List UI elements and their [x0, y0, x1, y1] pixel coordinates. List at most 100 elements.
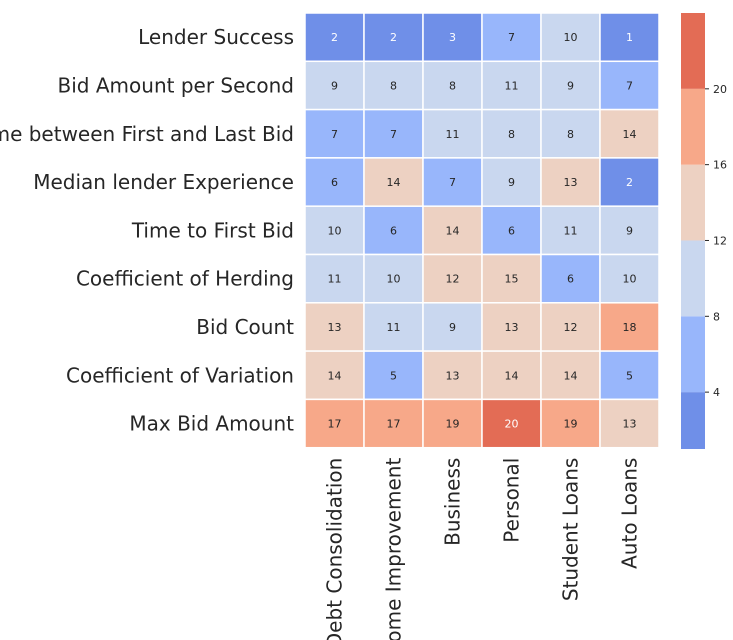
heatmap-cell	[363, 12, 424, 63]
cell-value-label: 6	[567, 273, 574, 286]
cell-value-label: 9	[331, 79, 338, 92]
cell-value-label: 10	[564, 31, 578, 44]
colorbar-tick-label: 20	[713, 83, 727, 96]
cell-value-label: 11	[564, 224, 578, 237]
cell-value-label: 12	[564, 321, 578, 334]
cell-value-label: 13	[328, 321, 342, 334]
heatmap-cell	[599, 12, 660, 63]
cell-value-label: 20	[505, 418, 519, 431]
cell-value-label: 2	[331, 31, 338, 44]
cell-value-label: 14	[505, 369, 519, 382]
cell-value-label: 10	[328, 224, 342, 237]
heatmap-cell	[599, 60, 660, 111]
heatmap-cell-labels: 2 2 3 7 10 19 8 8 11 9 77 7 11 8 8 146 14 7 9 13 210 6 14 6 11 91…	[328, 31, 637, 430]
row-label: Time between First and Last Bid	[0, 122, 294, 146]
heatmap-cell	[481, 60, 542, 111]
row-label: Time to First Bid	[131, 218, 294, 242]
heatmap-cell	[481, 108, 542, 159]
heatmap-cell	[540, 350, 601, 401]
row-label: Lender Success	[138, 25, 294, 49]
heatmap-cell	[422, 350, 483, 401]
cell-value-label: 9	[508, 176, 515, 189]
heatmap-cell	[481, 350, 542, 401]
column-label: Auto Loans	[618, 458, 642, 569]
row-label: Median lender Experience	[33, 170, 294, 194]
heatmap-cell	[599, 350, 660, 401]
cell-value-label: 2	[390, 31, 397, 44]
cell-value-label: 13	[564, 176, 578, 189]
column-label: Home Improvement	[382, 458, 406, 640]
cell-value-label: 14	[564, 369, 578, 382]
colorbar-tick-label: 12	[713, 234, 727, 247]
cell-value-label: 8	[508, 128, 515, 141]
cell-value-label: 6	[508, 224, 515, 237]
cell-value-label: 10	[623, 273, 637, 286]
colorbar-segment	[681, 13, 705, 89]
heatmap-cell	[422, 157, 483, 207]
colorbar: 4 8 12 16 20	[681, 13, 727, 449]
cell-value-label: 14	[446, 224, 460, 237]
cell-value-label: 11	[446, 128, 460, 141]
cell-value-label: 14	[328, 369, 342, 382]
colorbar-tick-label: 4	[713, 386, 720, 399]
cell-value-label: 6	[390, 224, 397, 237]
cell-value-label: 5	[390, 369, 397, 382]
row-label: Bid Count	[196, 315, 294, 339]
heatmap-cell	[304, 302, 365, 352]
heatmap-cell	[363, 60, 424, 111]
row-label: Bid Amount per Second	[58, 73, 294, 97]
heatmap-cell	[540, 205, 601, 256]
row-labels: Lender Success Bid Amount per Second Time …	[0, 25, 294, 435]
heatmap-cell	[422, 205, 483, 256]
heatmap-cell	[304, 12, 365, 63]
cell-value-label: 9	[567, 79, 574, 92]
cell-value-label: 6	[331, 176, 338, 189]
cell-value-label: 8	[567, 128, 574, 141]
cell-value-label: 13	[623, 418, 637, 431]
heatmap-cell	[481, 205, 542, 256]
heatmap-cell	[540, 157, 601, 207]
column-label: Student Loans	[559, 458, 583, 601]
heatmap-cell	[540, 108, 601, 159]
cell-value-label: 12	[446, 273, 460, 286]
cell-value-label: 14	[623, 128, 637, 141]
heatmap-cell	[304, 157, 365, 207]
cell-value-label: 7	[626, 79, 633, 92]
heatmap-cells	[304, 12, 660, 449]
colorbar-segment	[681, 240, 705, 317]
heatmap-cell	[363, 398, 424, 449]
heatmap-cell	[422, 398, 483, 449]
heatmap-cell	[599, 205, 660, 256]
cell-value-label: 17	[387, 418, 401, 431]
column-label: Business	[441, 458, 465, 546]
cell-value-label: 7	[508, 31, 515, 44]
row-label: Coefficient of Variation	[66, 363, 294, 387]
cell-value-label: 11	[328, 273, 342, 286]
column-labels: Debt Consolidation Home Improvement Busine…	[323, 458, 642, 640]
cell-value-label: 8	[449, 79, 456, 92]
heatmap-cell	[599, 157, 660, 207]
cell-value-label: 7	[449, 176, 456, 189]
cell-value-label: 13	[505, 321, 519, 334]
colorbar-segment	[681, 392, 705, 449]
heatmap-cell	[363, 157, 424, 207]
heatmap-cell	[599, 253, 660, 304]
row-label: Max Bid Amount	[129, 412, 294, 436]
colorbar-segment	[681, 88, 705, 165]
cell-value-label: 11	[505, 79, 519, 92]
colorbar-segment	[681, 164, 705, 241]
cell-value-label: 2	[626, 176, 633, 189]
cell-value-label: 10	[387, 273, 401, 286]
cell-value-label: 18	[623, 321, 637, 334]
heatmap-cell	[599, 108, 660, 159]
cell-value-label: 3	[449, 31, 456, 44]
column-label: Debt Consolidation	[323, 458, 347, 640]
heatmap-cell	[363, 108, 424, 159]
cell-value-label: 11	[387, 321, 401, 334]
column-label: Personal	[500, 458, 524, 543]
colorbar-segment	[681, 316, 705, 393]
cell-value-label: 7	[331, 128, 338, 141]
cell-value-label: 17	[328, 418, 342, 431]
cell-value-label: 19	[564, 418, 578, 431]
heatmap-cell	[599, 302, 660, 352]
